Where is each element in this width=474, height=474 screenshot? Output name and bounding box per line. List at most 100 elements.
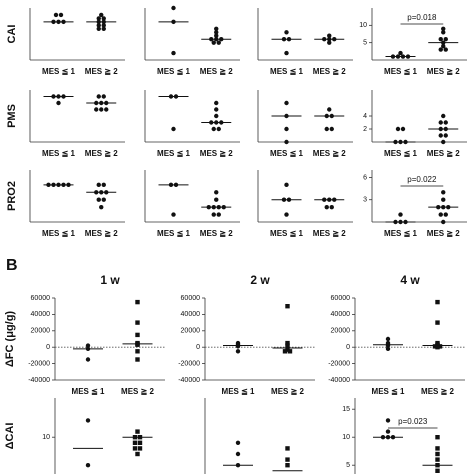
- x-tick-label: MES ≦ 1: [270, 67, 303, 76]
- data-point: [235, 349, 241, 354]
- x-tick-label: MES ≧ 2: [313, 149, 346, 158]
- x-tick-label: MES ≧ 2: [85, 229, 118, 238]
- y-tick-label: 20000: [181, 328, 201, 335]
- data-point: [398, 50, 403, 56]
- data-point: [101, 23, 106, 28]
- data-point: [443, 120, 448, 125]
- data-point: [56, 100, 61, 106]
- data-point: [135, 342, 140, 347]
- y-tick-label: 40000: [31, 311, 51, 318]
- data-point: [171, 5, 176, 11]
- x-tick-label: MES ≦ 1: [270, 229, 303, 238]
- data-point: [385, 336, 391, 342]
- y-tick-label: 40000: [331, 311, 351, 318]
- x-tick-label: MES ≦ 1: [42, 229, 75, 238]
- data-point: [216, 126, 221, 132]
- data-point: [438, 212, 443, 217]
- data-point: [282, 349, 288, 354]
- data-point: [285, 347, 290, 352]
- x-tick-label: MES ≧ 2: [85, 67, 118, 76]
- data-point: [135, 357, 140, 362]
- data-point: [285, 340, 290, 346]
- y-tick-label: 20000: [331, 328, 351, 335]
- data-point: [214, 30, 219, 35]
- y-axis-label: PMS: [6, 104, 18, 128]
- x-tick-label: MES ≦ 1: [42, 67, 75, 76]
- y-tick-label: 3: [363, 197, 367, 204]
- data-point: [99, 107, 104, 112]
- x-tick-label: MES ≧ 2: [427, 67, 460, 76]
- data-point: [438, 120, 443, 125]
- x-tick-label: MES ≦ 1: [384, 149, 417, 158]
- data-point: [99, 204, 104, 210]
- data-point: [85, 357, 91, 362]
- x-tick-label: MES ≧ 2: [85, 149, 118, 158]
- data-point: [53, 12, 59, 18]
- data-point: [435, 468, 440, 473]
- x-tick-label: MES ≦ 1: [157, 149, 190, 158]
- data-point: [235, 451, 241, 457]
- x-tick-label: MES ≦ 1: [270, 149, 303, 158]
- data-point: [398, 212, 403, 217]
- y-tick-label: 20000: [31, 328, 51, 335]
- x-tick-label: MES ≧ 2: [200, 67, 233, 76]
- data-point: [438, 37, 443, 42]
- data-point: [211, 126, 216, 132]
- data-point: [214, 197, 219, 202]
- data-point: [171, 126, 176, 132]
- x-tick-label: MES ≧ 2: [121, 387, 154, 396]
- y-tick-label: 10: [42, 434, 50, 441]
- y-tick-label: -20000: [328, 360, 350, 367]
- data-point: [435, 451, 440, 457]
- data-point: [101, 182, 106, 188]
- data-point: [284, 50, 289, 56]
- data-point: [96, 26, 101, 31]
- data-point: [284, 182, 289, 188]
- data-point: [285, 446, 290, 451]
- x-tick-label: MES ≧ 2: [313, 229, 346, 238]
- x-tick-label: MES ≧ 2: [427, 229, 460, 238]
- y-tick-label: 6: [363, 174, 367, 181]
- y-tick-label: 2: [363, 126, 367, 133]
- x-tick-label: MES ≦ 1: [72, 387, 105, 396]
- data-point: [211, 212, 216, 217]
- data-point: [385, 346, 391, 352]
- data-point: [132, 440, 138, 445]
- y-axis-label: CAI: [6, 25, 18, 44]
- data-point: [441, 113, 446, 119]
- x-tick-label: MES ≧ 2: [427, 149, 460, 158]
- y-axis-label: PRO2: [6, 181, 18, 211]
- data-point: [214, 190, 219, 195]
- y-tick-label: 10: [359, 22, 367, 29]
- x-tick-label: MES ≧ 2: [271, 387, 304, 396]
- data-point: [441, 219, 446, 225]
- data-point: [137, 446, 143, 451]
- data-point: [438, 133, 443, 138]
- data-point: [96, 16, 101, 21]
- data-point: [101, 16, 106, 21]
- data-point: [435, 320, 440, 325]
- data-point: [216, 40, 221, 45]
- p-value: p=0.022: [407, 175, 437, 184]
- data-point: [285, 463, 290, 468]
- y-tick-label: 10: [342, 434, 350, 441]
- data-point: [101, 197, 106, 202]
- data-point: [443, 212, 448, 217]
- data-point: [214, 100, 219, 106]
- data-point: [385, 418, 391, 423]
- y-tick-label: 5: [363, 40, 367, 47]
- data-point: [441, 30, 446, 35]
- data-point: [211, 40, 216, 45]
- data-point: [284, 139, 289, 145]
- data-point: [327, 40, 332, 45]
- data-point: [85, 343, 91, 348]
- x-tick-label: MES ≦ 1: [157, 229, 190, 238]
- data-point: [132, 446, 138, 451]
- y-tick-label: 5: [346, 462, 350, 469]
- data-point: [329, 204, 334, 210]
- data-point: [96, 182, 101, 188]
- y-tick-label: -40000: [28, 377, 50, 384]
- data-point: [443, 37, 448, 42]
- x-tick-label: MES ≦ 1: [222, 387, 255, 396]
- data-point: [171, 50, 176, 56]
